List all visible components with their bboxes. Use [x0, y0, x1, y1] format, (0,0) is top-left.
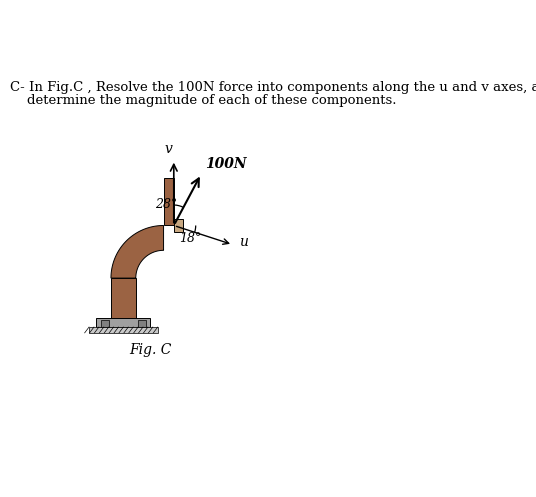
Bar: [138, 320, 146, 328]
Text: u: u: [239, 236, 248, 249]
Polygon shape: [174, 219, 183, 232]
Text: 18°: 18°: [178, 232, 201, 245]
Text: 100N: 100N: [205, 157, 247, 171]
Text: v: v: [164, 142, 172, 156]
Polygon shape: [111, 226, 163, 278]
Text: determine the magnitude of each of these components.: determine the magnitude of each of these…: [10, 94, 397, 107]
Bar: [101, 320, 109, 328]
Polygon shape: [89, 327, 158, 333]
Polygon shape: [96, 318, 151, 327]
Text: 28°: 28°: [155, 198, 177, 211]
Polygon shape: [111, 278, 136, 318]
Text: Fig. C: Fig. C: [129, 343, 172, 357]
Text: C- In Fig.C , Resolve the 100N force into components along the u and v axes, and: C- In Fig.C , Resolve the 100N force int…: [10, 81, 536, 94]
Polygon shape: [163, 178, 174, 226]
